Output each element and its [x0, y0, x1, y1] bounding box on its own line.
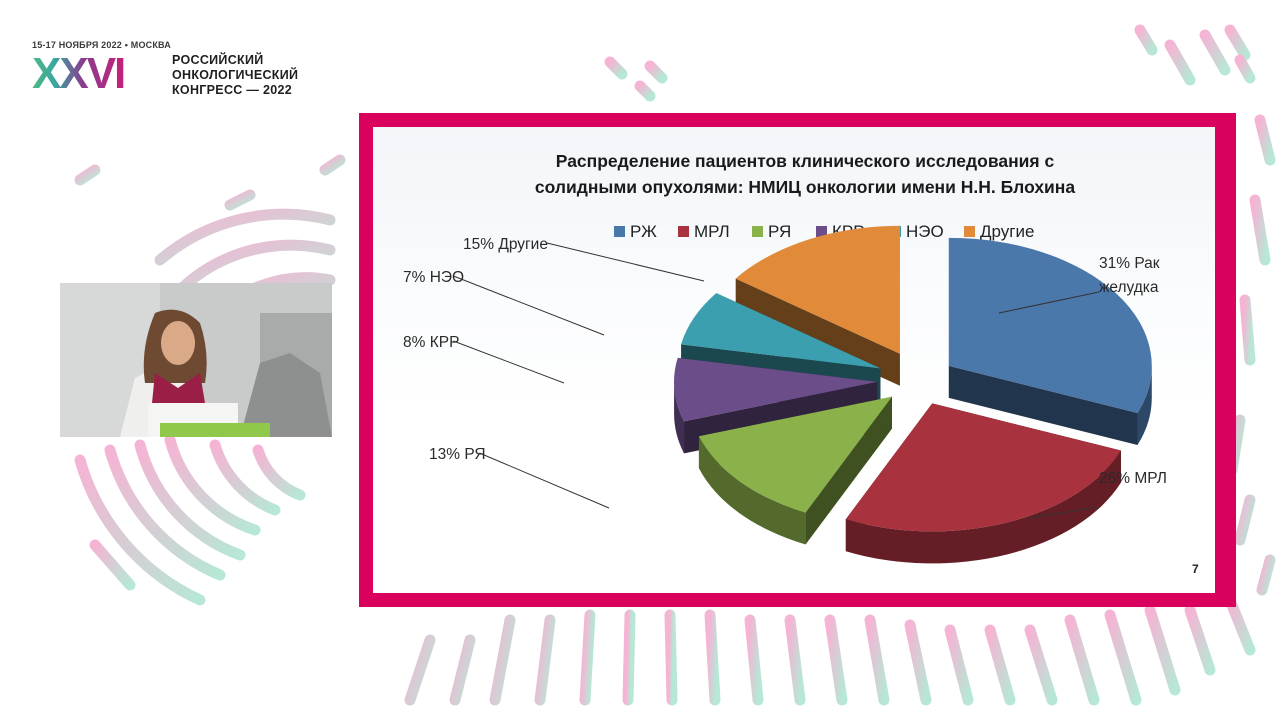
pie-data-label: 13% РЯ — [429, 446, 610, 509]
legend-swatch — [752, 226, 763, 237]
pie-label-text: 13% РЯ — [429, 446, 486, 463]
pie-slice-top — [698, 396, 892, 513]
pie-label-text: 8% КРР — [403, 334, 459, 351]
legend-swatch — [678, 226, 689, 237]
leader-line — [453, 275, 605, 336]
pie-data-labels: 31% Рак желудка 26% МРЛ 13% РЯ 8% КРР 7% НЭО 1… — [403, 236, 1167, 519]
congress-title-line-2: ОНКОЛОГИЧЕСКИЙ — [172, 68, 299, 82]
leader-line — [1028, 506, 1100, 519]
pie-slice-top — [681, 293, 881, 369]
leader-line — [998, 291, 1100, 314]
pie-chart: Распределение пациентов клинического исс… — [403, 151, 1167, 564]
site-url-label: rosoncoweb.ru — [1203, 470, 1217, 550]
pie-slice-top — [735, 225, 900, 354]
pie-label-text: 31% Рак — [1099, 255, 1160, 272]
leader-line — [453, 340, 565, 384]
pie-data-label: 31% Рак желудка — [998, 255, 1160, 314]
pie-slice-top — [674, 357, 878, 422]
speaker-video — [60, 283, 332, 437]
pie-data-label: 15% Другие — [463, 236, 705, 282]
legend-swatch — [816, 226, 827, 237]
slide-number: 7 — [1192, 562, 1199, 576]
pie-slice-rim — [1137, 365, 1152, 445]
pie-slice-side — [948, 365, 1138, 445]
speaker-image — [60, 283, 332, 437]
pie-label-text: желудка — [1099, 279, 1159, 296]
pie-label-text: 15% Другие — [463, 236, 548, 253]
pie-slice-side — [805, 396, 892, 545]
congress-title-line-3: КОНГРЕСС — 2022 — [172, 83, 292, 97]
congress-date-place: 15-17 НОЯБРЯ 2022 • МОСКВА — [32, 40, 172, 50]
congress-title-line-1: РОССИЙСКИЙ — [172, 53, 264, 67]
chart-title-line-2: солидными опухолями: НМИЦ онкологии имен… — [535, 177, 1076, 197]
pie-slice-rim — [698, 436, 806, 545]
pie-slices — [674, 225, 1152, 564]
legend-label: МРЛ — [694, 222, 730, 241]
site-url-text: rosoncoweb.ru — [1205, 478, 1215, 538]
congress-logo: 15-17 НОЯБРЯ 2022 • МОСКВА XXVI РОССИЙСК… — [32, 40, 332, 100]
leader-line — [479, 452, 610, 509]
pie-data-label: 8% КРР — [403, 334, 565, 384]
pie-slice — [845, 403, 1121, 564]
pie-slice-rim — [845, 450, 1121, 564]
congress-numeral: XXVI — [32, 49, 126, 98]
legend-label: РЯ — [768, 222, 791, 241]
legend-label: Другие — [980, 222, 1034, 241]
pie-label-text: 26% МРЛ — [1099, 470, 1167, 487]
pie-slice — [698, 396, 892, 545]
pie-data-label: 7% НЭО — [403, 269, 605, 336]
pie-label-text: 7% НЭО — [403, 269, 464, 286]
pie-slice — [948, 237, 1152, 445]
pie-slice-top — [845, 403, 1121, 532]
legend-swatch — [614, 226, 625, 237]
pie-data-label: 26% МРЛ — [1028, 470, 1167, 519]
pie-slice-top — [948, 237, 1152, 413]
leader-line — [546, 242, 705, 282]
legend-label: НЭО — [906, 222, 944, 241]
pie-slice-rim — [674, 381, 685, 454]
chart-title-line-1: Распределение пациентов клинического исс… — [556, 151, 1055, 171]
legend-label: РЖ — [630, 222, 657, 241]
legend-swatch — [964, 226, 975, 237]
